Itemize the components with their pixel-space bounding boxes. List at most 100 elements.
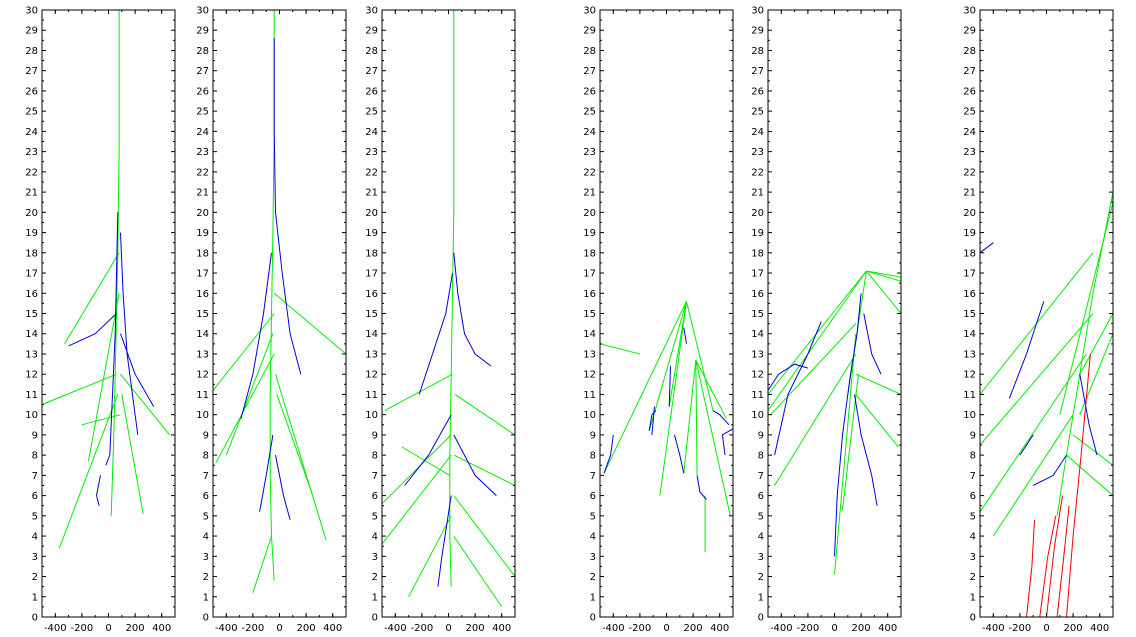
y-tick-label: 0 [372, 613, 378, 624]
y-tick-label: 2 [970, 572, 976, 583]
y-tick-label: 16 [196, 289, 209, 300]
x-tick-label: 0 [105, 623, 111, 634]
y-tick-label: 30 [365, 6, 378, 17]
y-tick-label: 20 [196, 208, 209, 219]
y-tick-label: 24 [196, 127, 209, 138]
series-line-green [42, 373, 117, 406]
y-tick-label: 10 [365, 410, 378, 421]
y-tick-label: 14 [751, 329, 764, 340]
plot-frame [212, 9, 347, 618]
y-tick-label: 25 [751, 107, 764, 118]
y-tick-label: 18 [196, 248, 209, 259]
y-tick-label: 22 [963, 167, 976, 178]
y-tick-label: 24 [963, 127, 976, 138]
y-tick-label: 27 [25, 66, 38, 77]
y-tick-label: 2 [590, 572, 596, 583]
y-tick-label: 13 [25, 349, 38, 360]
y-tick-label: 15 [751, 309, 764, 320]
y-tick-label: 21 [751, 188, 764, 199]
y-tick-label: 16 [963, 289, 976, 300]
y-tick-label: 11 [196, 390, 209, 401]
y-tick-label: 19 [583, 228, 596, 239]
series-line-green [454, 393, 515, 436]
y-tick-label: 23 [196, 147, 209, 158]
y-tick-label: 0 [970, 613, 976, 624]
x-tick-label: 200 [684, 623, 703, 634]
x-tick-label: 400 [878, 623, 897, 634]
tracks-group [768, 270, 901, 575]
y-tick-label: 1 [758, 592, 764, 603]
y-tick-label: 1 [203, 592, 209, 603]
y-tick-label: 28 [365, 46, 378, 57]
x-tick-label: 0 [445, 623, 451, 634]
y-tick-label: 17 [196, 269, 209, 280]
y-tick-label: 9 [372, 430, 378, 441]
series-line-green [401, 446, 451, 476]
series-line-blue [240, 252, 272, 419]
series-line-blue [834, 293, 862, 557]
series-line-green [64, 252, 120, 345]
y-tick-label: 21 [196, 188, 209, 199]
y-tick-label: 19 [751, 228, 764, 239]
tracks-group [42, 10, 171, 549]
y-tick-label: 26 [365, 86, 378, 97]
y-tick-label: 7 [970, 471, 976, 482]
y-tick-label: 3 [758, 552, 764, 563]
series-line-green [213, 313, 275, 391]
y-tick-label: 18 [25, 248, 38, 259]
series-line-blue [1032, 454, 1067, 486]
chart-panel-2: 0123456789101112131415161718192021222324… [196, 6, 347, 634]
y-tick-label: 14 [196, 329, 209, 340]
y-tick-label: 3 [970, 552, 976, 563]
series-line-blue [674, 434, 685, 474]
y-tick-label: 28 [196, 46, 209, 57]
x-tick-label: 400 [710, 623, 729, 634]
series-line-green [1066, 454, 1113, 496]
series-line-green [120, 373, 171, 436]
y-tick-label: 19 [25, 228, 38, 239]
y-tick-label: 29 [196, 26, 209, 37]
y-tick-label: 15 [25, 309, 38, 320]
x-tick-label: -200 [71, 623, 94, 634]
x-tick-label: -200 [411, 623, 434, 634]
y-tick-label: 20 [25, 208, 38, 219]
y-tick-label: 17 [963, 269, 976, 280]
series-line-green [683, 359, 697, 474]
x-tick-label: 200 [1064, 623, 1083, 634]
y-tick-label: 4 [970, 532, 976, 543]
y-tick-label: 9 [758, 430, 764, 441]
y-tick-label: 17 [25, 269, 38, 280]
y-tick-label: 5 [203, 511, 209, 522]
chart-panel-1: 0123456789101112131415161718192021222324… [25, 6, 176, 634]
y-tick-label: 20 [751, 208, 764, 219]
series-line-blue [453, 252, 492, 367]
y-tick-label: 1 [32, 592, 38, 603]
series-line-green [273, 292, 346, 355]
series-line-green [768, 270, 867, 411]
series-line-green [1079, 333, 1113, 415]
series-line-blue [854, 394, 878, 506]
y-tick-label: 12 [196, 370, 209, 381]
y-tick-label: 12 [583, 370, 596, 381]
y-tick-label: 11 [751, 390, 764, 401]
y-tick-label: 27 [365, 66, 378, 77]
y-tick-label: 22 [583, 167, 596, 178]
y-tick-label: 9 [970, 430, 976, 441]
y-tick-label: 6 [970, 491, 976, 502]
y-tick-label: 3 [372, 552, 378, 563]
x-tick-label: -200 [1009, 623, 1032, 634]
y-tick-label: 25 [196, 107, 209, 118]
y-tick-label: 9 [32, 430, 38, 441]
y-tick-label: 19 [196, 228, 209, 239]
x-tick-label: 0 [663, 623, 669, 634]
y-tick-label: 15 [196, 309, 209, 320]
y-tick-label: 19 [963, 228, 976, 239]
y-tick-label: 8 [590, 451, 596, 462]
series-line-blue [437, 495, 452, 587]
series-line-green [659, 301, 687, 496]
series-line-green [453, 495, 515, 577]
plot-frame [767, 9, 902, 618]
x-tick-label: 200 [126, 623, 145, 634]
series-line-blue [683, 327, 687, 344]
y-tick-label: 26 [25, 86, 38, 97]
